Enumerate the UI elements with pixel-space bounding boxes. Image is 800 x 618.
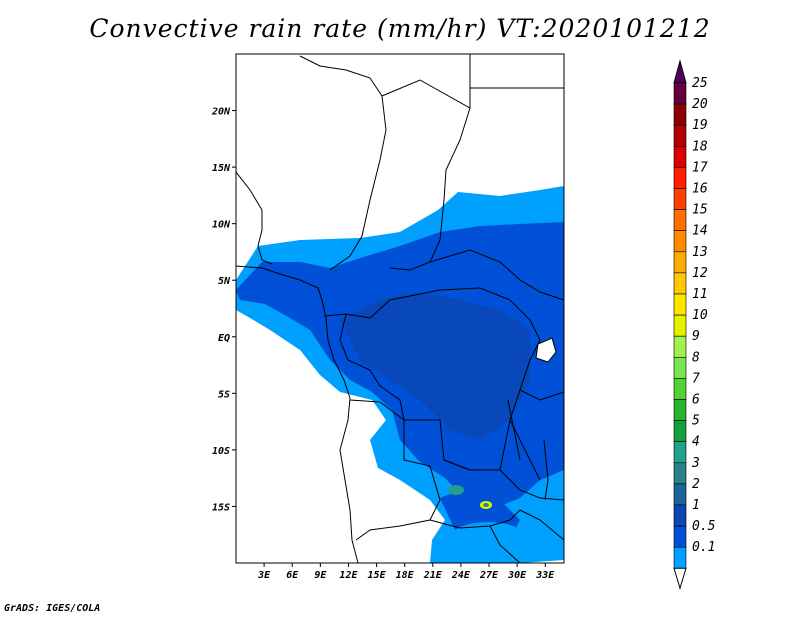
lon-tick-label: 27E xyxy=(479,570,499,581)
rain-core-green xyxy=(448,485,464,495)
colorbar-cell xyxy=(673,230,687,253)
colorbar-label: 0.1 xyxy=(692,540,715,555)
lon-tick-label: 33E xyxy=(535,570,555,581)
lon-tick-label: 9E xyxy=(314,570,327,581)
border-east xyxy=(429,87,564,301)
lake-victoria xyxy=(535,337,557,363)
lat-tick-label: 15N xyxy=(212,163,231,174)
colorbar: 25 20 19 18 17 16 15 14 13 12 11 10 9 8 7 6 5 4 3 2 1 0.5 0.1 xyxy=(673,59,716,591)
colorbar-label: 13 xyxy=(692,245,708,260)
colorbar-cell xyxy=(673,504,687,527)
colorbar-cell xyxy=(673,167,687,189)
colorbar-cell xyxy=(673,441,687,464)
lake-tanganyika xyxy=(507,399,521,461)
colorbar-label: 4 xyxy=(692,435,700,450)
border-angola xyxy=(349,399,441,541)
border-chad-sudan xyxy=(389,107,471,271)
lat-tick-label: 5N xyxy=(218,276,231,287)
colorbar-label: 9 xyxy=(692,329,700,344)
rain-area-south-light xyxy=(448,522,528,558)
lat-tick-label: 10N xyxy=(212,220,231,231)
colorbar-label: 25 xyxy=(692,76,708,91)
colorbar-label: 16 xyxy=(692,182,708,197)
colorbar-label: 2 xyxy=(692,477,700,492)
lat-tick-label: 15S xyxy=(212,502,230,513)
country-borders xyxy=(236,54,564,563)
lon-tick-label: 12E xyxy=(339,570,358,581)
colorbar-cell xyxy=(673,483,687,506)
colorbar-cell xyxy=(673,462,687,485)
colorbar-cell xyxy=(673,103,687,126)
colorbar-label: 5 xyxy=(692,414,700,429)
border-sahara xyxy=(299,55,387,271)
colorbar-label: 17 xyxy=(692,160,708,175)
rain-core-teal xyxy=(483,503,489,507)
colorbar-cell xyxy=(673,209,687,232)
lon-tick-label: 18E xyxy=(396,570,415,581)
border-mozambique xyxy=(489,509,564,563)
colorbar-cell xyxy=(673,356,687,379)
rain-field xyxy=(236,186,564,563)
colorbar-cell xyxy=(673,293,687,316)
lat-tick-label: 10S xyxy=(212,446,230,457)
map-frame xyxy=(235,53,565,564)
chart-title: Convective rain rate (mm/hr) VT:20201012… xyxy=(89,14,711,43)
lon-tick-label: 6E xyxy=(286,570,299,581)
colorbar-label: 18 xyxy=(692,139,708,154)
colorbar-label: 11 xyxy=(692,287,708,302)
colorbar-cell xyxy=(673,314,687,337)
colorbar-label: 10 xyxy=(692,308,708,323)
lake-malawi xyxy=(543,439,549,501)
colorbar-cell xyxy=(673,251,687,274)
rain-area-heavy xyxy=(340,292,530,440)
colorbar-label: 1 xyxy=(692,498,700,513)
lat-tick-label: EQ xyxy=(218,333,230,344)
lat-tick-label: 5S xyxy=(218,389,230,400)
colorbar-label: 20 xyxy=(692,97,708,112)
map-panel: 3E 6E 9E 12E 15E 18E 21E 24E 27E 30E 33E 20N 15N 10N… xyxy=(211,53,565,581)
colorbar-label: 12 xyxy=(692,266,708,281)
lakes xyxy=(507,337,557,501)
lon-tick-label: 3E xyxy=(257,570,271,581)
border-drc xyxy=(339,313,541,471)
lon-tick-label: 24E xyxy=(451,570,471,581)
lon-tick-label: 15E xyxy=(368,570,387,581)
colorbar-cell xyxy=(673,378,687,400)
colorbar-label: 19 xyxy=(692,118,708,133)
border-tanzania xyxy=(509,389,564,481)
coastline-north xyxy=(236,171,273,265)
colorbar-cell xyxy=(673,272,687,295)
coastline xyxy=(236,265,359,563)
colorbar-cell xyxy=(673,124,687,147)
latitude-axis: 20N 15N 10N 5N EQ 5S 10S 15S xyxy=(211,107,236,513)
border-congo xyxy=(323,287,541,341)
colorbar-cell xyxy=(673,546,687,569)
colorbar-cell xyxy=(673,399,687,421)
colorbar-label: 8 xyxy=(692,350,700,365)
colorbar-cell xyxy=(673,420,687,443)
colorbar-cell xyxy=(673,335,687,358)
colorbar-bottom-arrow xyxy=(673,567,687,591)
lon-tick-label: 30E xyxy=(507,570,527,581)
border-libya-chad xyxy=(381,54,471,109)
colorbar-cell xyxy=(673,82,687,105)
colorbar-cell xyxy=(673,188,687,210)
colorbar-label: 7 xyxy=(692,371,700,386)
colorbar-label: 3 xyxy=(691,456,700,471)
colorbar-label: 6 xyxy=(692,393,700,408)
colorbar-label: 0.5 xyxy=(692,519,716,534)
colorbar-top-arrow xyxy=(673,59,687,84)
colorbar-label: 14 xyxy=(692,224,708,239)
colorbar-cell xyxy=(673,525,687,548)
credit-label: GrADS: IGES/COLA xyxy=(4,603,101,614)
colorbar-cell xyxy=(673,146,687,168)
colorbar-label: 15 xyxy=(692,203,708,218)
lon-tick-label: 21E xyxy=(423,570,443,581)
lat-tick-label: 20N xyxy=(211,107,231,118)
longitude-axis: 3E 6E 9E 12E 15E 18E 21E 24E 27E 30E 33E xyxy=(257,563,555,581)
